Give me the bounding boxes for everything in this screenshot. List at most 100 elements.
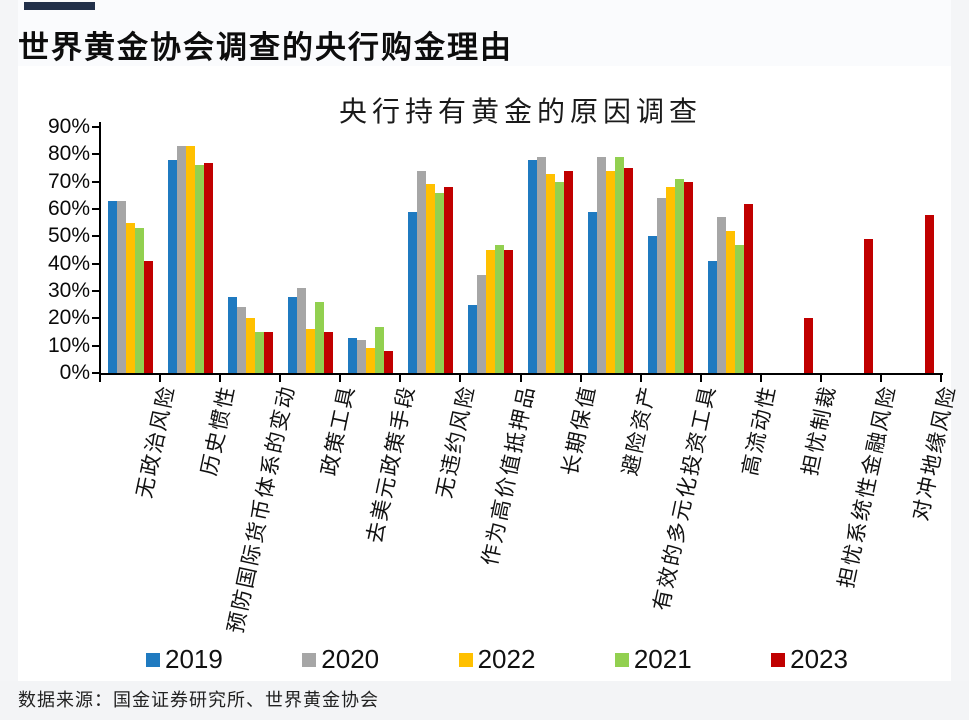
legend-swatch-2021 [614, 652, 629, 667]
x-category-label: 有效的多元化投资工具 [648, 382, 720, 613]
legend-item-2020: 2020 [302, 644, 379, 675]
x-tick-mark [459, 375, 462, 382]
x-tick-mark [399, 375, 402, 382]
legend-label-2021: 2021 [633, 644, 692, 674]
bar-2022 [125, 222, 135, 373]
x-tick-mark [219, 375, 222, 382]
bar-2023 [624, 168, 634, 373]
x-category-label: 对冲地缘风险 [908, 382, 961, 523]
y-tick-mark [92, 344, 100, 347]
bar-2022 [606, 170, 616, 373]
legend-item-2023: 2023 [771, 644, 848, 675]
bar-2023 [564, 170, 573, 373]
x-category-label: 担忧系统性金融风险 [833, 382, 901, 591]
x-tick-mark [339, 375, 342, 382]
bar-2019 [468, 304, 477, 373]
x-tick-mark [279, 375, 282, 382]
bar-2022 [486, 250, 495, 373]
y-tick-label: 0% [59, 361, 90, 384]
chart-legend: 2019 2020 2022 2021 2023 [146, 644, 848, 675]
bar-2021 [374, 326, 384, 373]
y-tick-label: 30% [47, 279, 90, 302]
bar-2022 [185, 146, 195, 373]
bar-2023 [684, 181, 694, 373]
x-category-label: 历史惯性 [196, 382, 240, 478]
bar-2022 [546, 173, 555, 373]
bar-2022 [666, 187, 676, 373]
x-category-label: 无违约风险 [432, 382, 480, 501]
x-tick-mark [99, 375, 101, 382]
bar-2019 [227, 296, 237, 373]
bar-2020 [416, 170, 426, 373]
x-category-label: 政策工具 [316, 382, 360, 478]
legend-swatch-2023 [771, 652, 786, 667]
bar-2021 [434, 192, 444, 373]
bar-2019 [407, 211, 417, 373]
bar-2019 [708, 260, 718, 373]
bar-2019 [347, 337, 357, 373]
y-tick-mark [92, 126, 100, 128]
x-tick-mark [759, 375, 762, 382]
bar-2023 [924, 214, 934, 373]
bar-2019 [648, 236, 658, 373]
header-band [18, 0, 951, 66]
x-category-label: 作为高价值抵押品 [478, 382, 540, 568]
bar-2021 [615, 157, 625, 373]
x-axis-line [99, 373, 943, 375]
bar-2022 [305, 329, 315, 373]
x-tick-mark [819, 375, 822, 382]
bar-2020 [116, 200, 126, 373]
x-category-label: 避险资产 [617, 382, 660, 478]
y-tick-label: 40% [47, 251, 90, 275]
legend-item-2021: 2021 [614, 644, 692, 675]
x-category-label: 担忧制裁 [797, 382, 841, 478]
y-tick-mark [92, 180, 100, 183]
x-tick-mark [579, 375, 582, 382]
x-tick-mark [940, 375, 942, 382]
bar-2021 [495, 244, 504, 373]
x-tick-mark [879, 375, 882, 382]
bar-2021 [254, 332, 264, 373]
legend-swatch-2022 [458, 652, 473, 667]
bar-2023 [263, 332, 273, 373]
bar-2019 [107, 200, 117, 373]
bar-2023 [804, 318, 814, 373]
legend-label-2023: 2023 [790, 644, 848, 674]
bar-2020 [657, 198, 667, 373]
title-accent-bar [24, 2, 95, 10]
y-tick-label: 70% [47, 169, 90, 193]
bar-2023 [504, 250, 513, 373]
y-tick-mark [92, 290, 100, 292]
y-tick-mark [92, 235, 100, 238]
y-tick-mark [92, 317, 100, 320]
bar-2022 [245, 318, 255, 373]
y-tick-mark [92, 262, 100, 265]
footer-strip [0, 681, 969, 720]
chart-title: 央行持有黄金的原因调查 [338, 97, 702, 128]
bar-2021 [314, 301, 324, 373]
bar-2023 [443, 187, 453, 373]
x-category-label: 长期保值 [557, 382, 600, 478]
bar-2023 [143, 260, 153, 373]
bar-2019 [167, 159, 177, 373]
bar-2022 [365, 348, 375, 373]
x-category-label: 去美元政策手段 [362, 382, 420, 546]
x-category-label: 无政治风险 [132, 382, 180, 501]
legend-label-2020: 2020 [321, 644, 380, 674]
bar-2019 [287, 296, 297, 373]
data-source: 数据来源：国金证券研究所、世界黄金协会 [18, 690, 379, 710]
bar-2021 [194, 165, 204, 373]
bar-2023 [744, 203, 754, 373]
bar-2023 [383, 351, 393, 373]
legend-swatch-2019 [146, 652, 160, 667]
bar-2021 [134, 228, 144, 373]
legend-label-2019: 2019 [165, 644, 223, 674]
x-category-label: 高流动性 [737, 382, 781, 478]
bar-2023 [864, 239, 874, 373]
x-tick-mark [159, 375, 162, 382]
y-tick-label: 50% [47, 224, 90, 248]
bar-2021 [675, 178, 685, 373]
bar-2020 [477, 274, 486, 373]
legend-label-2022: 2022 [477, 644, 536, 674]
